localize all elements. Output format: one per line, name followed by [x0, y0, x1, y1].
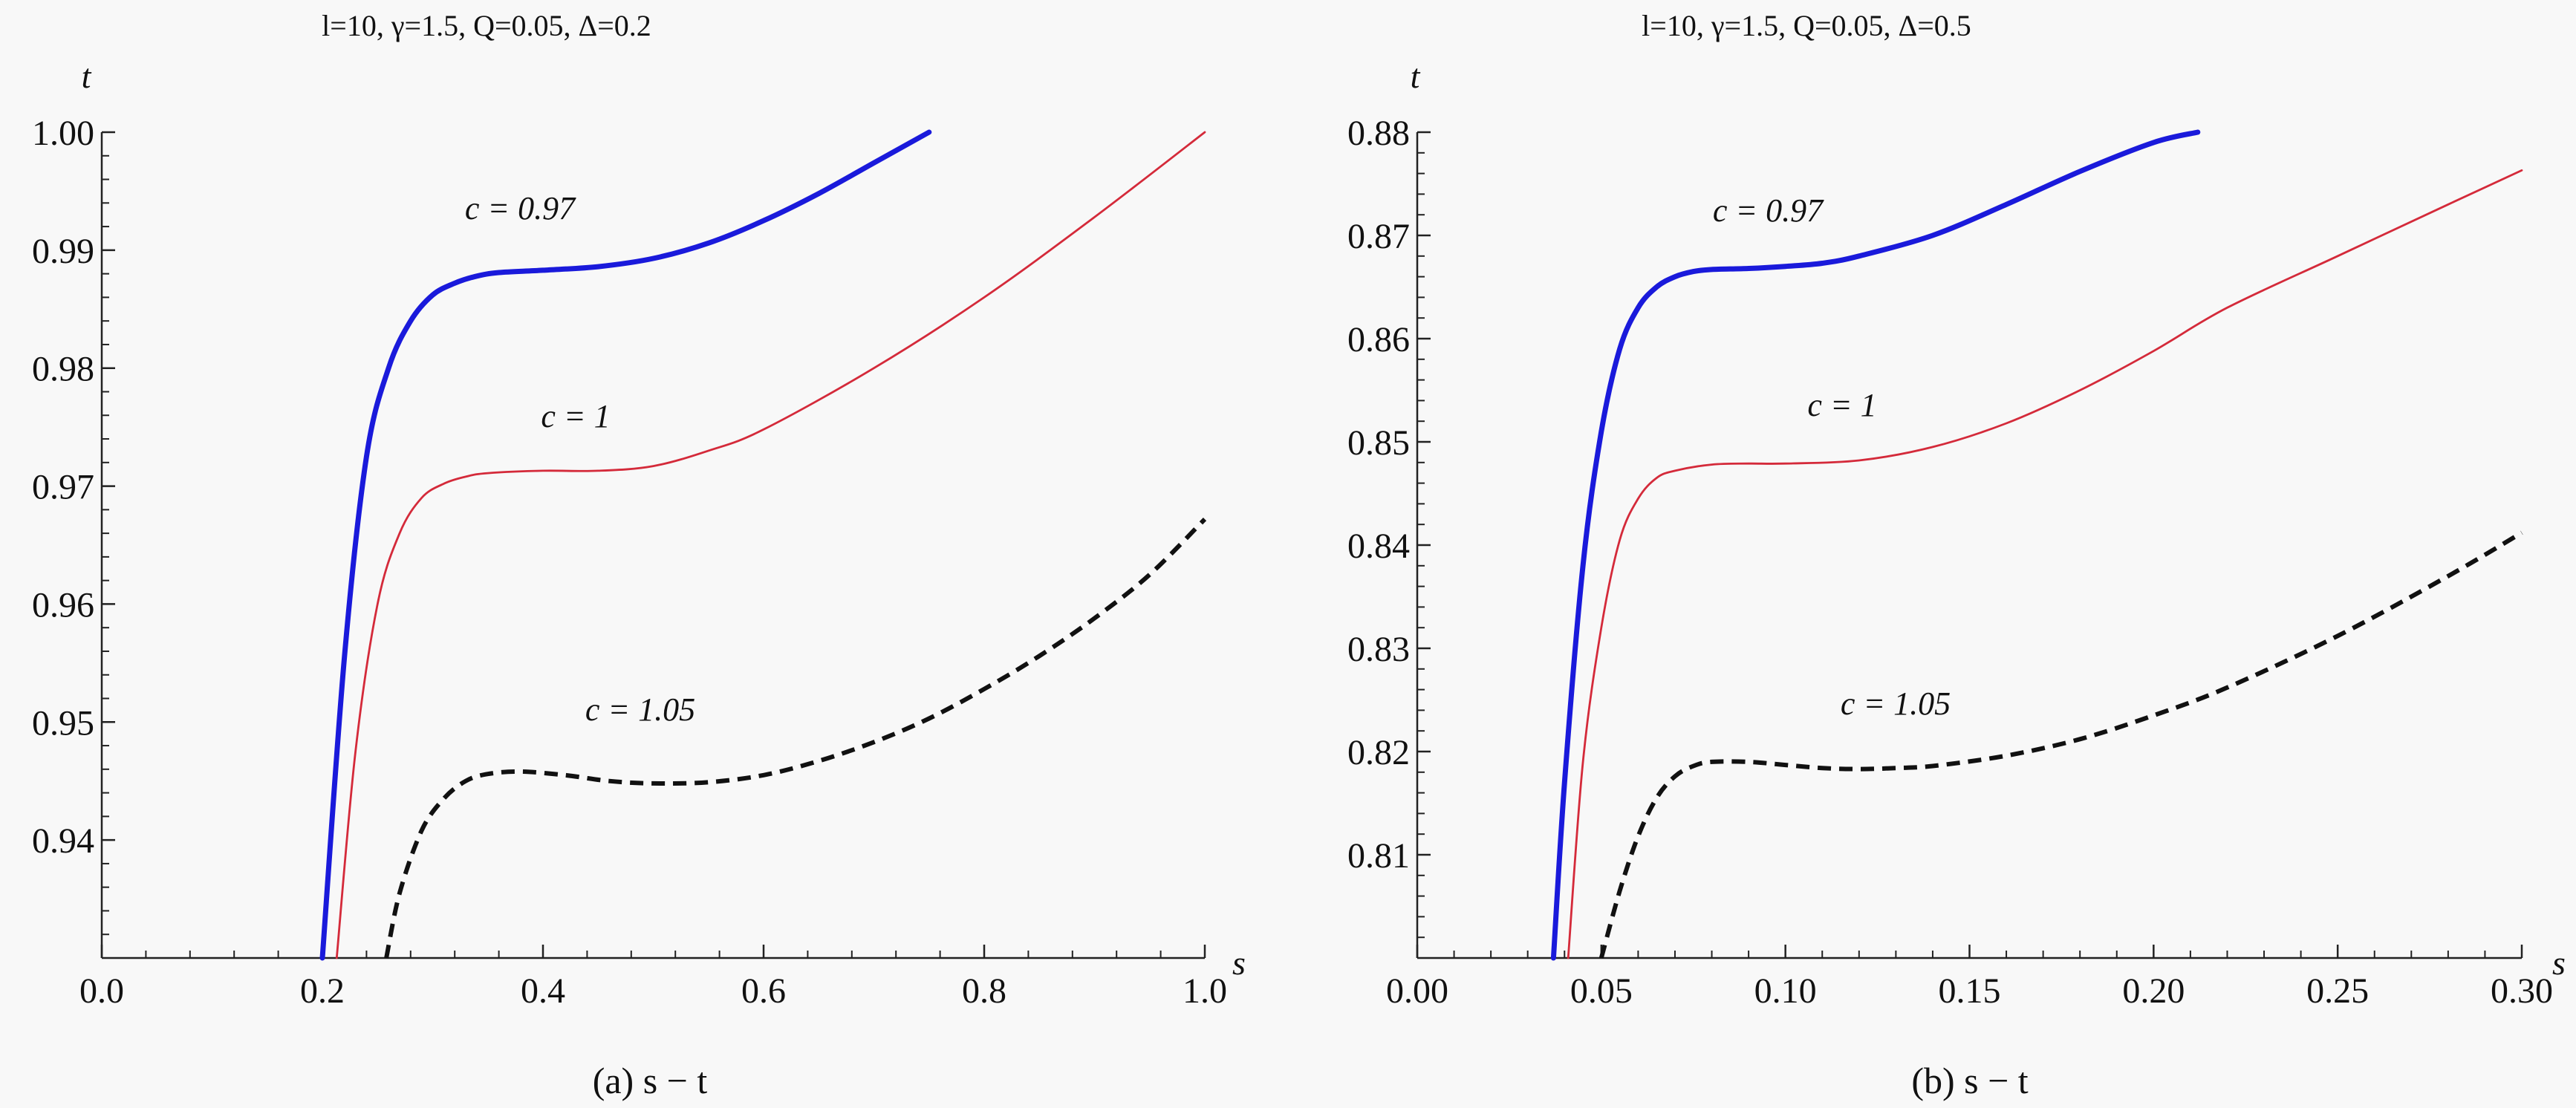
- series-line-c1-a: [335, 131, 1206, 959]
- x-axis-label-b: s: [2552, 944, 2566, 982]
- y-tick-label: 0.95: [32, 703, 94, 743]
- series-line-c097-a: [319, 129, 932, 961]
- y-tick-label: 0.86: [1347, 320, 1410, 359]
- x-tick-label: 0.4: [521, 971, 565, 1011]
- series-group-b: [1550, 129, 2523, 961]
- y-tick-label: 0.98: [32, 350, 94, 389]
- series-line-c097-b: [1550, 129, 2201, 961]
- caption-a: (a) s − t: [593, 1060, 708, 1101]
- ticks-b: 0.00 0.05 0.10 0.15 0.20 0.25 0.30 0.81 0.82 0.83…: [1347, 114, 2553, 1011]
- x-tick-label: 0.30: [2491, 971, 2553, 1011]
- series-line-c1-b: [1567, 169, 2523, 959]
- y-tick-label: 0.99: [32, 232, 94, 271]
- x-tick-label: 0.2: [300, 971, 345, 1011]
- x-tick-label: 0.00: [1386, 971, 1448, 1011]
- y-tick-label: 0.96: [32, 585, 94, 625]
- y-tick-label: 0.94: [32, 821, 94, 861]
- caption-b: (b) s − t: [1911, 1060, 2028, 1101]
- x-tick-label: 0.10: [1754, 971, 1817, 1011]
- curve-label-c1-a: c = 1: [541, 398, 610, 434]
- series-line-c105-b: [1598, 530, 2523, 959]
- x-axis-label-a: s: [1232, 944, 1246, 982]
- y-tick-label: 0.87: [1347, 217, 1410, 256]
- y-tick-label: 0.82: [1347, 733, 1410, 772]
- series-line-c105-a: [384, 517, 1207, 959]
- curve-label-c105-a: c = 1.05: [585, 691, 695, 728]
- axes-a: [100, 132, 1205, 959]
- x-tick-label: 0.05: [1570, 971, 1633, 1011]
- y-axis-label-a: t: [82, 57, 92, 95]
- curve-label-c1-b: c = 1: [1807, 387, 1876, 423]
- chart-title-b: l=10, γ=1.5, Q=0.05, Δ=0.5: [1642, 9, 1971, 42]
- chart-panel-b: l=10, γ=1.5, Q=0.05, Δ=0.5 t s (b) s − t…: [1347, 9, 2566, 1101]
- y-tick-label: 1.00: [32, 114, 94, 153]
- y-tick-label: 0.83: [1347, 630, 1410, 669]
- x-tick-label: 0.6: [741, 971, 786, 1011]
- chart-panel-a: l=10, γ=1.5, Q=0.05, Δ=0.2 t s (a) s − t…: [32, 9, 1246, 1101]
- chart-title-a: l=10, γ=1.5, Q=0.05, Δ=0.2: [322, 9, 651, 42]
- series-group-a: [319, 129, 1207, 961]
- x-tick-label: 1.0: [1183, 971, 1227, 1011]
- y-tick-label: 0.97: [32, 468, 94, 507]
- x-tick-label: 0.20: [2122, 971, 2185, 1011]
- y-tick-label: 0.85: [1347, 423, 1410, 463]
- curve-label-c105-b: c = 1.05: [1841, 685, 1951, 722]
- x-tick-label: 0.8: [962, 971, 1006, 1011]
- x-tick-label: 0.0: [79, 971, 124, 1011]
- y-axis-label-b: t: [1411, 57, 1421, 95]
- x-tick-label: 0.25: [2306, 971, 2369, 1011]
- y-tick-label: 0.81: [1347, 836, 1410, 876]
- curve-label-c097-a: c = 0.97: [465, 190, 576, 227]
- y-tick-label: 0.88: [1347, 114, 1410, 153]
- ticks-a: 0.0 0.2 0.4 0.6 0.8 1.0 0.94 0.95 0.96 0.97 0.98 0.…: [32, 114, 1227, 1011]
- curve-label-c097-b: c = 0.97: [1713, 192, 1824, 229]
- x-tick-label: 0.15: [1939, 971, 2001, 1011]
- y-tick-label: 0.84: [1347, 527, 1410, 566]
